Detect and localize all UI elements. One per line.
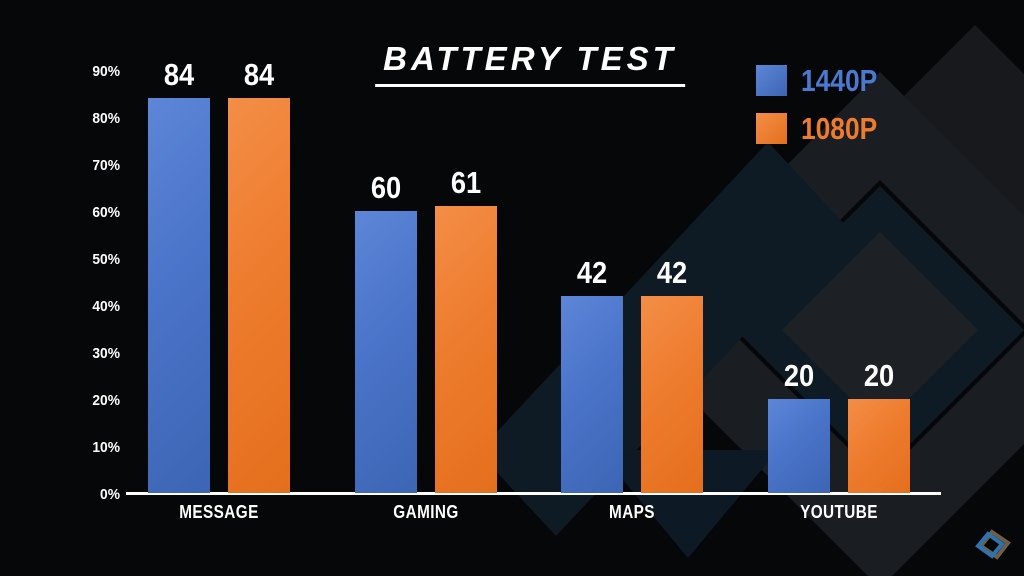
category-label-maps: MAPS xyxy=(609,502,655,522)
bar-1440p-gaming xyxy=(354,211,417,493)
y-tick-label: 10% xyxy=(92,439,120,456)
y-tick-label: 70% xyxy=(92,157,120,174)
bar-value-label: 61 xyxy=(450,165,481,201)
y-tick-label: 30% xyxy=(92,345,120,362)
bar-value-label: 60 xyxy=(370,170,401,205)
category-label-youtube: YOUTUBE xyxy=(799,502,878,522)
y-tick-label: 50% xyxy=(92,251,120,268)
legend: 1440P 1080P xyxy=(756,62,891,146)
bar-1080p-maps xyxy=(641,295,703,493)
category-label-gaming: GAMING xyxy=(392,502,459,522)
bar-value-label: 42 xyxy=(656,254,688,290)
legend-item-1440p: 1440P xyxy=(756,62,891,98)
bar-1080p-gaming xyxy=(434,206,497,493)
chart-title: BATTERY TEST xyxy=(375,40,685,87)
legend-label: 1080P xyxy=(801,110,878,146)
bar-1440p-message xyxy=(148,98,210,493)
category-label-message: MESSAGE xyxy=(179,502,259,522)
bar-value-label: 20 xyxy=(783,358,814,393)
brand-diamond-logo-icon xyxy=(975,529,1011,560)
y-tick-label: 0% xyxy=(100,486,120,503)
bar-1080p-youtube xyxy=(847,399,910,493)
legend-swatch-icon xyxy=(756,113,787,144)
legend-item-1080p: 1080P xyxy=(756,110,891,146)
x-axis-line xyxy=(126,492,941,495)
bar-1440p-maps xyxy=(561,295,623,493)
bar-1080p-message xyxy=(228,98,290,493)
y-tick-label: 80% xyxy=(92,110,120,127)
y-tick-label: 60% xyxy=(92,204,120,221)
y-tick-label: 40% xyxy=(92,298,120,315)
legend-swatch-icon xyxy=(756,65,787,96)
bar-1440p-youtube xyxy=(767,399,830,493)
bar-value-label: 20 xyxy=(863,358,894,393)
legend-label: 1440P xyxy=(801,62,878,98)
bar-value-label: 42 xyxy=(576,254,608,290)
y-tick-label: 90% xyxy=(92,63,120,80)
bar-value-label: 84 xyxy=(243,57,275,93)
y-tick-label: 20% xyxy=(92,392,120,409)
bar-value-label: 84 xyxy=(163,57,195,93)
